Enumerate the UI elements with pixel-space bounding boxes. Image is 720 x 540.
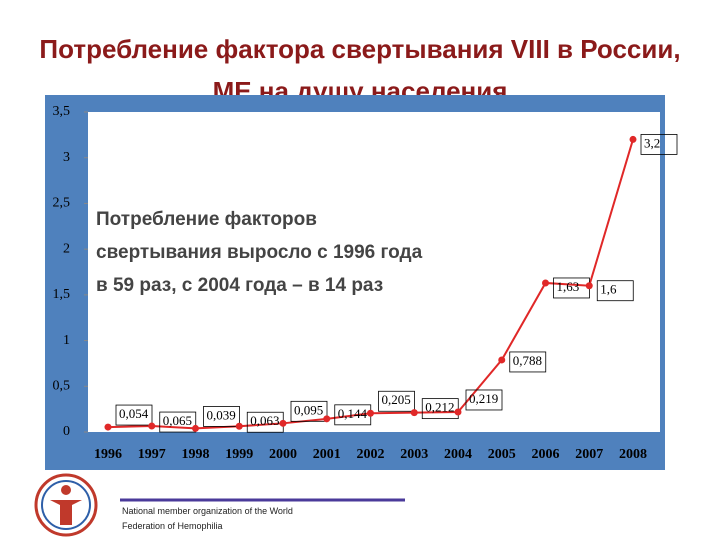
annotation: свертывания выросло с 1996 года (96, 242, 423, 263)
logo-ring (34, 473, 98, 537)
label-box (159, 411, 197, 433)
label-box (509, 351, 547, 373)
x-tick-label: 1996 (94, 447, 122, 462)
x-tick-label: 2000 (269, 447, 297, 462)
label-box (115, 404, 153, 426)
y-tick-label: 1 (63, 333, 70, 348)
value-label: 3,2 (644, 135, 660, 150)
logo-body (50, 500, 82, 525)
label-box (378, 390, 415, 412)
label-box (290, 400, 328, 422)
label-box (203, 406, 240, 427)
marker (148, 422, 156, 430)
marker (629, 135, 637, 143)
marker (454, 408, 462, 416)
value-label: 0,212 (425, 400, 454, 415)
logo-head (61, 485, 71, 495)
y-tick-label: 2,5 (53, 196, 71, 211)
value-label: 0,039 (207, 407, 236, 422)
y-tick-label: 0 (63, 424, 70, 439)
marker (323, 415, 331, 423)
x-tick-label: 2008 (619, 447, 647, 462)
annotation: Потребление факторов (96, 209, 317, 230)
plot-area (88, 112, 660, 432)
value-label: 0,095 (294, 402, 323, 417)
x-tick-label: 2004 (444, 447, 472, 462)
value-label: 0,063 (250, 413, 279, 428)
y-tick-label: 1,5 (53, 287, 71, 302)
marker (104, 423, 112, 431)
x-tick-label: 2005 (488, 447, 516, 462)
x-tick-label: 2006 (532, 447, 560, 462)
value-label: 1,63 (557, 279, 580, 294)
y-tick-label: 0,5 (53, 379, 71, 394)
title-line: Потребление фактора свертывания VIII в Р… (39, 34, 680, 106)
footer-text: National member organization of the Worl… (122, 506, 293, 516)
marker (192, 424, 199, 432)
marker (279, 419, 287, 427)
x-tick-label: 1998 (182, 447, 210, 462)
value-label: 0,788 (513, 353, 542, 368)
value-label: 1,6 (600, 282, 617, 297)
y-tick-label: 2 (63, 241, 70, 256)
y-tick-label: 3 (63, 150, 70, 165)
value-label: 0,065 (163, 413, 192, 428)
logo (34, 473, 98, 537)
x-tick-label: 2002 (357, 447, 385, 462)
marker (367, 409, 374, 417)
value-label: 0,219 (469, 391, 498, 406)
label-box (640, 134, 678, 155)
value-label: 0,144 (338, 406, 368, 421)
logo-ring (41, 480, 91, 530)
annotation: в 59 раз, с 2004 года – в 14 раз (96, 275, 383, 296)
x-tick-label: 1999 (225, 447, 253, 462)
x-tick-label: 1997 (138, 447, 166, 462)
marker (410, 409, 418, 417)
x-tick-label: 2007 (575, 447, 603, 462)
label-box (465, 389, 503, 411)
x-tick-label: 2003 (400, 447, 428, 462)
marker (585, 282, 593, 290)
value-label: 0,054 (119, 406, 149, 421)
footer-text: Federation of Hemophilia (122, 521, 223, 531)
marker (498, 356, 506, 364)
y-tick-label: 3,5 (53, 104, 71, 119)
marker (542, 279, 549, 287)
x-tick-label: 2001 (313, 447, 341, 462)
label-box (596, 280, 634, 302)
marker (235, 422, 243, 430)
value-label: 0,205 (382, 392, 411, 407)
